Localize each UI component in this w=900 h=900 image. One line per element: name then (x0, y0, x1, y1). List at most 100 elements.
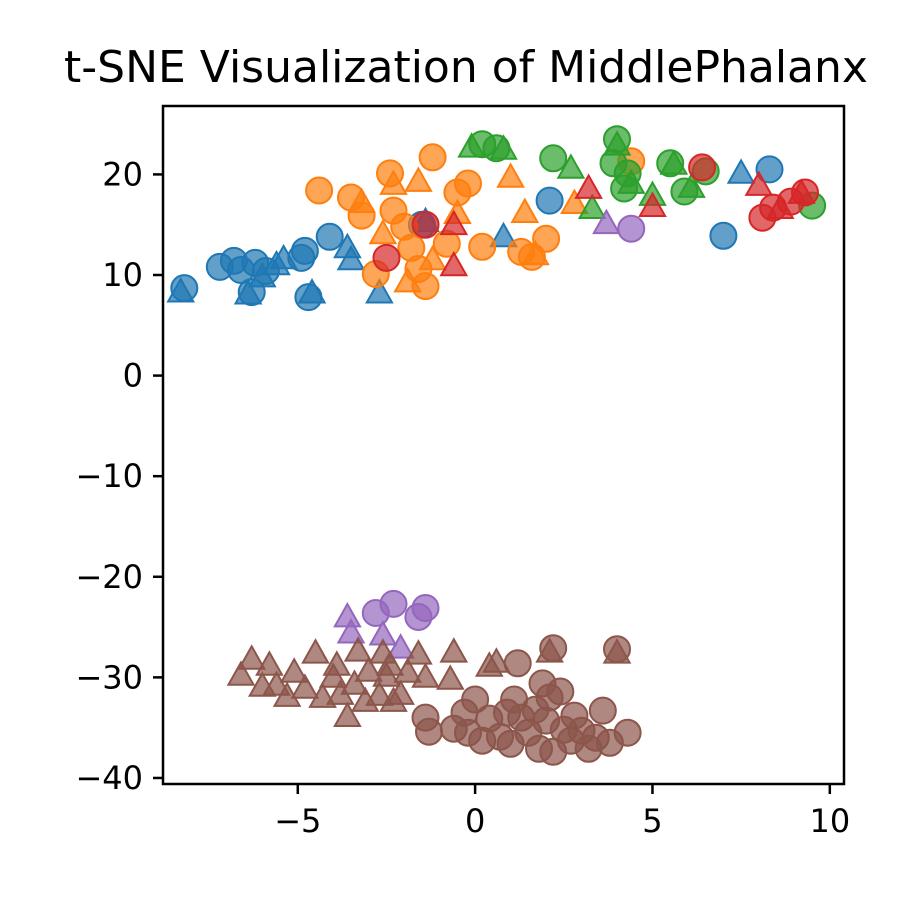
data-point-triangle (616, 168, 646, 194)
data-point-triangle (439, 250, 469, 277)
data-point-circle (305, 176, 334, 205)
chart-title: t-SNE Visualization of MiddlePhalanx (64, 42, 868, 93)
data-point-circle (709, 221, 738, 250)
data-point-triangle (297, 278, 327, 304)
plot-frame (161, 104, 846, 786)
data-point-triangle (726, 158, 756, 184)
data-point-triangle (435, 664, 465, 690)
data-point-triangle (577, 193, 607, 219)
data-point-circle (418, 143, 447, 172)
x-tick-label: 10 (809, 802, 850, 840)
series-5 (226, 634, 642, 766)
data-point-triangle (379, 169, 408, 195)
data-point-triangle (233, 279, 263, 305)
data-point-triangle (393, 266, 423, 293)
data-point-triangle (333, 701, 362, 727)
data-point-circle (290, 236, 319, 265)
data-point-triangle (677, 172, 706, 198)
data-point-triangle (226, 660, 256, 686)
data-point-circle (688, 153, 717, 182)
data-point-triangle (439, 637, 469, 663)
y-tick-label: 10 (102, 256, 143, 294)
data-point-triangle (290, 673, 320, 699)
data-point-triangle (489, 221, 518, 248)
data-point-triangle (322, 650, 352, 676)
data-point-triangle (574, 173, 603, 199)
data-point-triangle (365, 278, 394, 304)
data-point-circle (379, 589, 408, 618)
data-point-triangle (343, 636, 373, 662)
data-point-triangle (510, 197, 540, 223)
series-2 (457, 125, 827, 220)
data-point-triangle (301, 638, 330, 664)
data-point-triangle (336, 618, 366, 644)
data-point-circle (468, 232, 497, 261)
data-point-circle (539, 144, 568, 173)
data-point-triangle (279, 657, 309, 683)
data-point-triangle (560, 188, 589, 214)
data-point-triangle (333, 601, 362, 628)
x-axis: −5 0 5 10 (274, 784, 850, 840)
data-point-triangle (354, 656, 384, 682)
data-point-triangle (556, 153, 586, 179)
data-point-circle (454, 169, 482, 198)
x-tick-label: −5 (274, 802, 321, 840)
data-point-triangle (386, 679, 415, 705)
data-point-circle (617, 214, 646, 243)
data-point-triangle (602, 638, 632, 664)
data-point-triangle (535, 637, 564, 663)
series-1 (305, 143, 646, 301)
data-point-triangle (411, 662, 440, 688)
data-point-circle (532, 224, 561, 253)
data-point-triangle (393, 657, 423, 683)
data-point-circle (613, 718, 642, 747)
y-tick-label: −30 (75, 658, 143, 696)
data-point-circle (461, 685, 490, 714)
data-point-circle (415, 717, 443, 746)
data-point-circle (372, 243, 401, 272)
data-point-circle (588, 696, 617, 725)
data-point-circle (546, 677, 575, 706)
data-point-triangle (368, 218, 398, 245)
data-point-triangle (347, 187, 376, 213)
data-point-triangle (365, 680, 394, 706)
data-point-triangle (166, 277, 196, 303)
data-point-triangle (659, 149, 689, 175)
series-0 (166, 155, 784, 312)
series-3 (372, 153, 819, 277)
data-point-triangle (521, 239, 550, 266)
y-tick-label: 20 (102, 155, 143, 193)
data-point-triangle (255, 650, 284, 676)
data-point-triangle (404, 166, 433, 192)
data-point-triangle (744, 170, 774, 196)
data-point-triangle (340, 669, 369, 695)
data-point-triangle (457, 132, 486, 158)
data-point-circle (755, 155, 784, 184)
data-point-triangle (638, 191, 667, 217)
data-point-triangle (336, 244, 366, 271)
data-point-triangle (765, 193, 795, 219)
y-tick-label: 0 (123, 357, 143, 395)
y-axis: −40 −30 −20 −10 0 10 20 (75, 155, 163, 797)
data-point-triangle (418, 244, 447, 271)
data-point-triangle (237, 644, 267, 670)
data-point-triangle (592, 208, 621, 235)
data-point-triangle (482, 647, 511, 673)
data-point-triangle (386, 633, 415, 659)
data-point-triangle (404, 639, 433, 665)
y-tick-label: −40 (75, 759, 143, 797)
marks-layer (166, 125, 827, 766)
data-point-triangle (269, 243, 298, 270)
data-point-circle (535, 186, 564, 215)
data-point-triangle (489, 134, 518, 160)
data-point-triangle (375, 650, 405, 676)
y-tick-label: −10 (75, 457, 143, 495)
series-4 (333, 208, 646, 659)
y-tick-label: −20 (75, 558, 143, 596)
data-point-circle (315, 222, 344, 251)
data-point-triangle (787, 178, 816, 204)
data-point-triangle (439, 209, 469, 236)
data-point-circle (411, 594, 440, 622)
data-point-circle (411, 210, 440, 239)
